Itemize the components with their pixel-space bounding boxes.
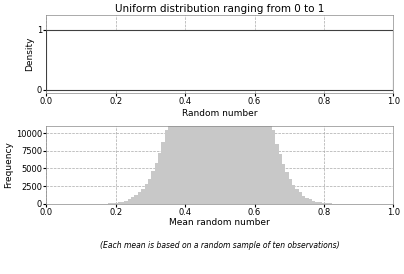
Bar: [238, 0, 242, 204]
Bar: [202, 0, 205, 204]
Bar: [208, 0, 212, 204]
Bar: [248, 15, 252, 204]
Text: (Each mean is based on a random sample of ten observations): (Each mean is based on a random sample o…: [100, 241, 340, 250]
Y-axis label: Frequency: Frequency: [4, 141, 13, 188]
Bar: [235, 0, 238, 204]
Bar: [265, 103, 269, 204]
Bar: [228, 0, 231, 204]
Bar: [195, 0, 198, 204]
Bar: [289, 179, 292, 204]
Bar: [198, 0, 202, 204]
Bar: [141, 189, 145, 204]
Bar: [205, 0, 208, 204]
Bar: [245, 0, 248, 204]
Bar: [151, 171, 155, 204]
Bar: [138, 192, 141, 204]
Bar: [178, 70, 181, 204]
Bar: [121, 201, 124, 204]
Bar: [262, 87, 265, 204]
Bar: [242, 0, 245, 204]
Bar: [171, 100, 175, 204]
Bar: [269, 117, 272, 204]
Bar: [275, 144, 279, 204]
Bar: [118, 202, 121, 204]
Bar: [181, 48, 185, 204]
Bar: [299, 192, 302, 204]
Bar: [272, 130, 275, 204]
Bar: [111, 203, 114, 204]
Bar: [295, 189, 299, 204]
Bar: [124, 201, 128, 204]
Bar: [252, 30, 255, 204]
Bar: [282, 164, 285, 204]
Bar: [305, 198, 309, 204]
Bar: [148, 179, 151, 204]
Bar: [145, 184, 148, 204]
Bar: [128, 199, 131, 204]
Y-axis label: Density: Density: [25, 37, 34, 71]
Bar: [225, 0, 228, 204]
Bar: [302, 196, 305, 204]
Bar: [175, 83, 178, 204]
Bar: [135, 195, 138, 204]
Bar: [161, 142, 165, 204]
Bar: [218, 0, 222, 204]
Bar: [158, 153, 161, 204]
Bar: [326, 203, 329, 204]
Title: Uniform distribution ranging from 0 to 1: Uniform distribution ranging from 0 to 1: [115, 4, 324, 14]
Bar: [319, 202, 322, 204]
Bar: [255, 50, 259, 204]
Bar: [316, 202, 319, 204]
Bar: [165, 130, 168, 204]
Bar: [259, 68, 262, 204]
X-axis label: Random number: Random number: [182, 109, 258, 118]
Bar: [222, 0, 225, 204]
Bar: [107, 203, 111, 204]
Bar: [231, 0, 235, 204]
Bar: [185, 30, 188, 204]
Polygon shape: [46, 30, 393, 90]
Bar: [212, 0, 215, 204]
Bar: [191, 0, 195, 204]
Bar: [131, 197, 135, 204]
Bar: [292, 185, 295, 204]
Bar: [279, 153, 282, 204]
Bar: [215, 0, 218, 204]
Bar: [114, 203, 118, 204]
Bar: [285, 172, 289, 204]
Bar: [188, 12, 191, 204]
Bar: [322, 203, 326, 204]
Bar: [312, 201, 316, 204]
X-axis label: Mean random number: Mean random number: [169, 218, 270, 227]
Bar: [309, 199, 312, 204]
Bar: [155, 163, 158, 204]
Bar: [168, 117, 171, 204]
